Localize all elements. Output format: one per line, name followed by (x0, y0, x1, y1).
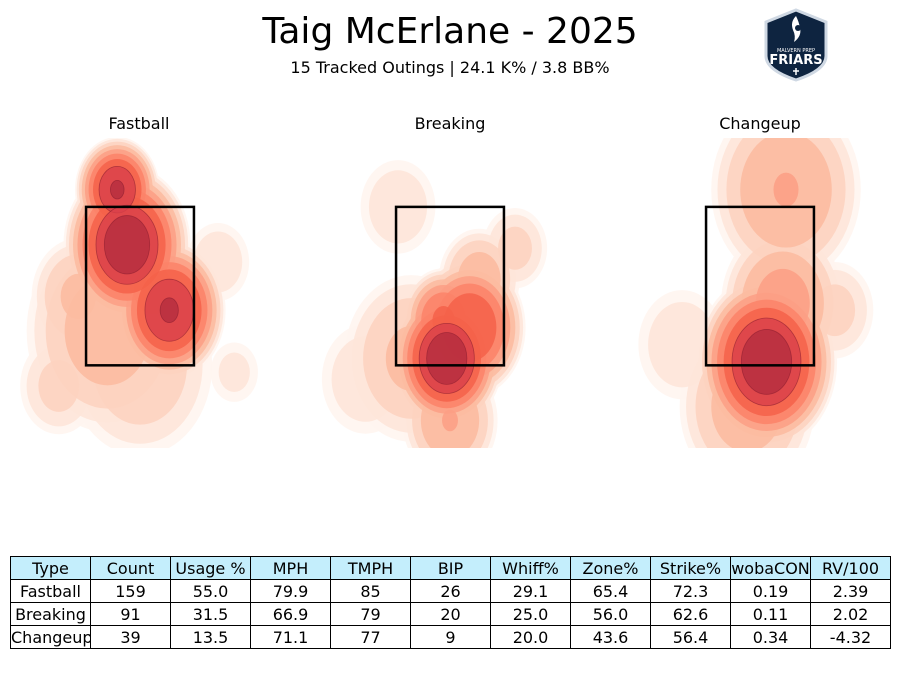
table-cell: 25.0 (490, 602, 571, 626)
table-cell: Breaking (10, 602, 91, 626)
table-cell: 20 (410, 602, 491, 626)
heatmap-fastball (20, 138, 258, 448)
density-contour-breaking-8-0 (426, 332, 468, 385)
table-cell: 0.11 (730, 602, 811, 626)
table-cell: 2.39 (810, 579, 891, 603)
table-body: Fastball 159 55.0 79.9 85 26 29.1 65.4 72.3 0.19 2… (10, 579, 891, 649)
strike-zone-changeup (704, 205, 816, 367)
table-cell: 0.19 (730, 579, 811, 603)
table-cell: 79 (330, 602, 411, 626)
table-cell: Changeup (10, 625, 91, 649)
table-cell: 55.0 (170, 579, 251, 603)
strike-zone-breaking (394, 205, 506, 367)
density-contour-fastball-8-1 (103, 215, 151, 275)
heatmap-panels (20, 138, 874, 448)
density-contour-fastball-1-9 (218, 352, 250, 392)
table-cell: 29.1 (490, 579, 571, 603)
page-subtitle: 15 Tracked Outings | 24.1 K% / 3.8 BB% (290, 58, 610, 77)
table-cell: 2.02 (810, 602, 891, 626)
column-header: Zone% (570, 556, 651, 580)
column-header: Type (10, 556, 91, 580)
density-contour-changeup-8-0 (740, 329, 793, 395)
table-cell: 56.4 (650, 625, 731, 649)
logo-main-text: FRIARS (769, 53, 822, 68)
density-contour-breaking-2-7 (498, 226, 532, 270)
column-header: BIP (410, 556, 491, 580)
pitch-stats-table: Type Count Usage % MPH TMPH BIP Whiff% Zone% Str… (10, 556, 891, 649)
table-cell: 62.6 (650, 602, 731, 626)
table-cell: 39 (90, 625, 171, 649)
heatmap-changeup (638, 138, 874, 448)
density-contour-fastball-8-2 (159, 297, 179, 324)
table-cell: 65.4 (570, 579, 651, 603)
column-header: RV/100 (810, 556, 891, 580)
heatmap-breaking (321, 160, 548, 448)
table-cell: 13.5 (170, 625, 251, 649)
heatmap-title-fastball: Fastball (108, 114, 170, 133)
table-cell: 91 (90, 602, 171, 626)
column-header: Whiff% (490, 556, 571, 580)
table-row: Fastball 159 55.0 79.9 85 26 29.1 65.4 72.3 0.19 2… (10, 579, 891, 603)
table-cell: 20.0 (490, 625, 571, 649)
column-header: TMPH (330, 556, 411, 580)
column-header: wobaCON (730, 556, 811, 580)
table-cell: 0.34 (730, 625, 811, 649)
density-contour-changeup-4-2 (773, 172, 799, 207)
density-contour-fastball-2-7 (38, 360, 80, 412)
table-cell: 66.9 (250, 602, 331, 626)
table-row: Changeup 39 13.5 71.1 77 9 20.0 43.6 56.4 0.34 -4.… (10, 625, 891, 649)
heatmap-title-breaking: Breaking (414, 114, 486, 133)
density-contour-changeup-2-3 (814, 284, 856, 337)
table-cell: 9 (410, 625, 491, 649)
table-cell: 71.1 (250, 625, 331, 649)
table-cell: 43.6 (570, 625, 651, 649)
table-cell: 56.0 (570, 602, 651, 626)
density-contour-fastball-8-0 (110, 179, 125, 200)
column-header: Strike% (650, 556, 731, 580)
table-cell: 159 (90, 579, 171, 603)
table-header-row: Type Count Usage % MPH TMPH BIP Whiff% Zone% Str… (10, 556, 891, 580)
table-row: Breaking 91 31.5 66.9 79 20 25.0 56.0 62.6 0.11 2.… (10, 602, 891, 626)
friars-logo-icon: MALVERN PREP FRIARS (764, 8, 828, 82)
table-cell: 77 (330, 625, 411, 649)
density-contour-breaking-4-5 (442, 409, 458, 432)
column-header: Count (90, 556, 171, 580)
logo-top-text: MALVERN PREP (777, 48, 815, 54)
table-cell: 72.3 (650, 579, 731, 603)
page-title: Taig McErlane - 2025 (262, 11, 638, 52)
heatmap-title-changeup: Changeup (719, 114, 801, 133)
table-cell: 85 (330, 579, 411, 603)
table-cell: 26 (410, 579, 491, 603)
table-cell: 31.5 (170, 602, 251, 626)
column-header: MPH (250, 556, 331, 580)
strike-zone-fastball (84, 205, 196, 367)
column-header: Usage % (170, 556, 251, 580)
table-cell: -4.32 (810, 625, 891, 649)
table-cell: Fastball (10, 579, 91, 603)
table-cell: 79.9 (250, 579, 331, 603)
